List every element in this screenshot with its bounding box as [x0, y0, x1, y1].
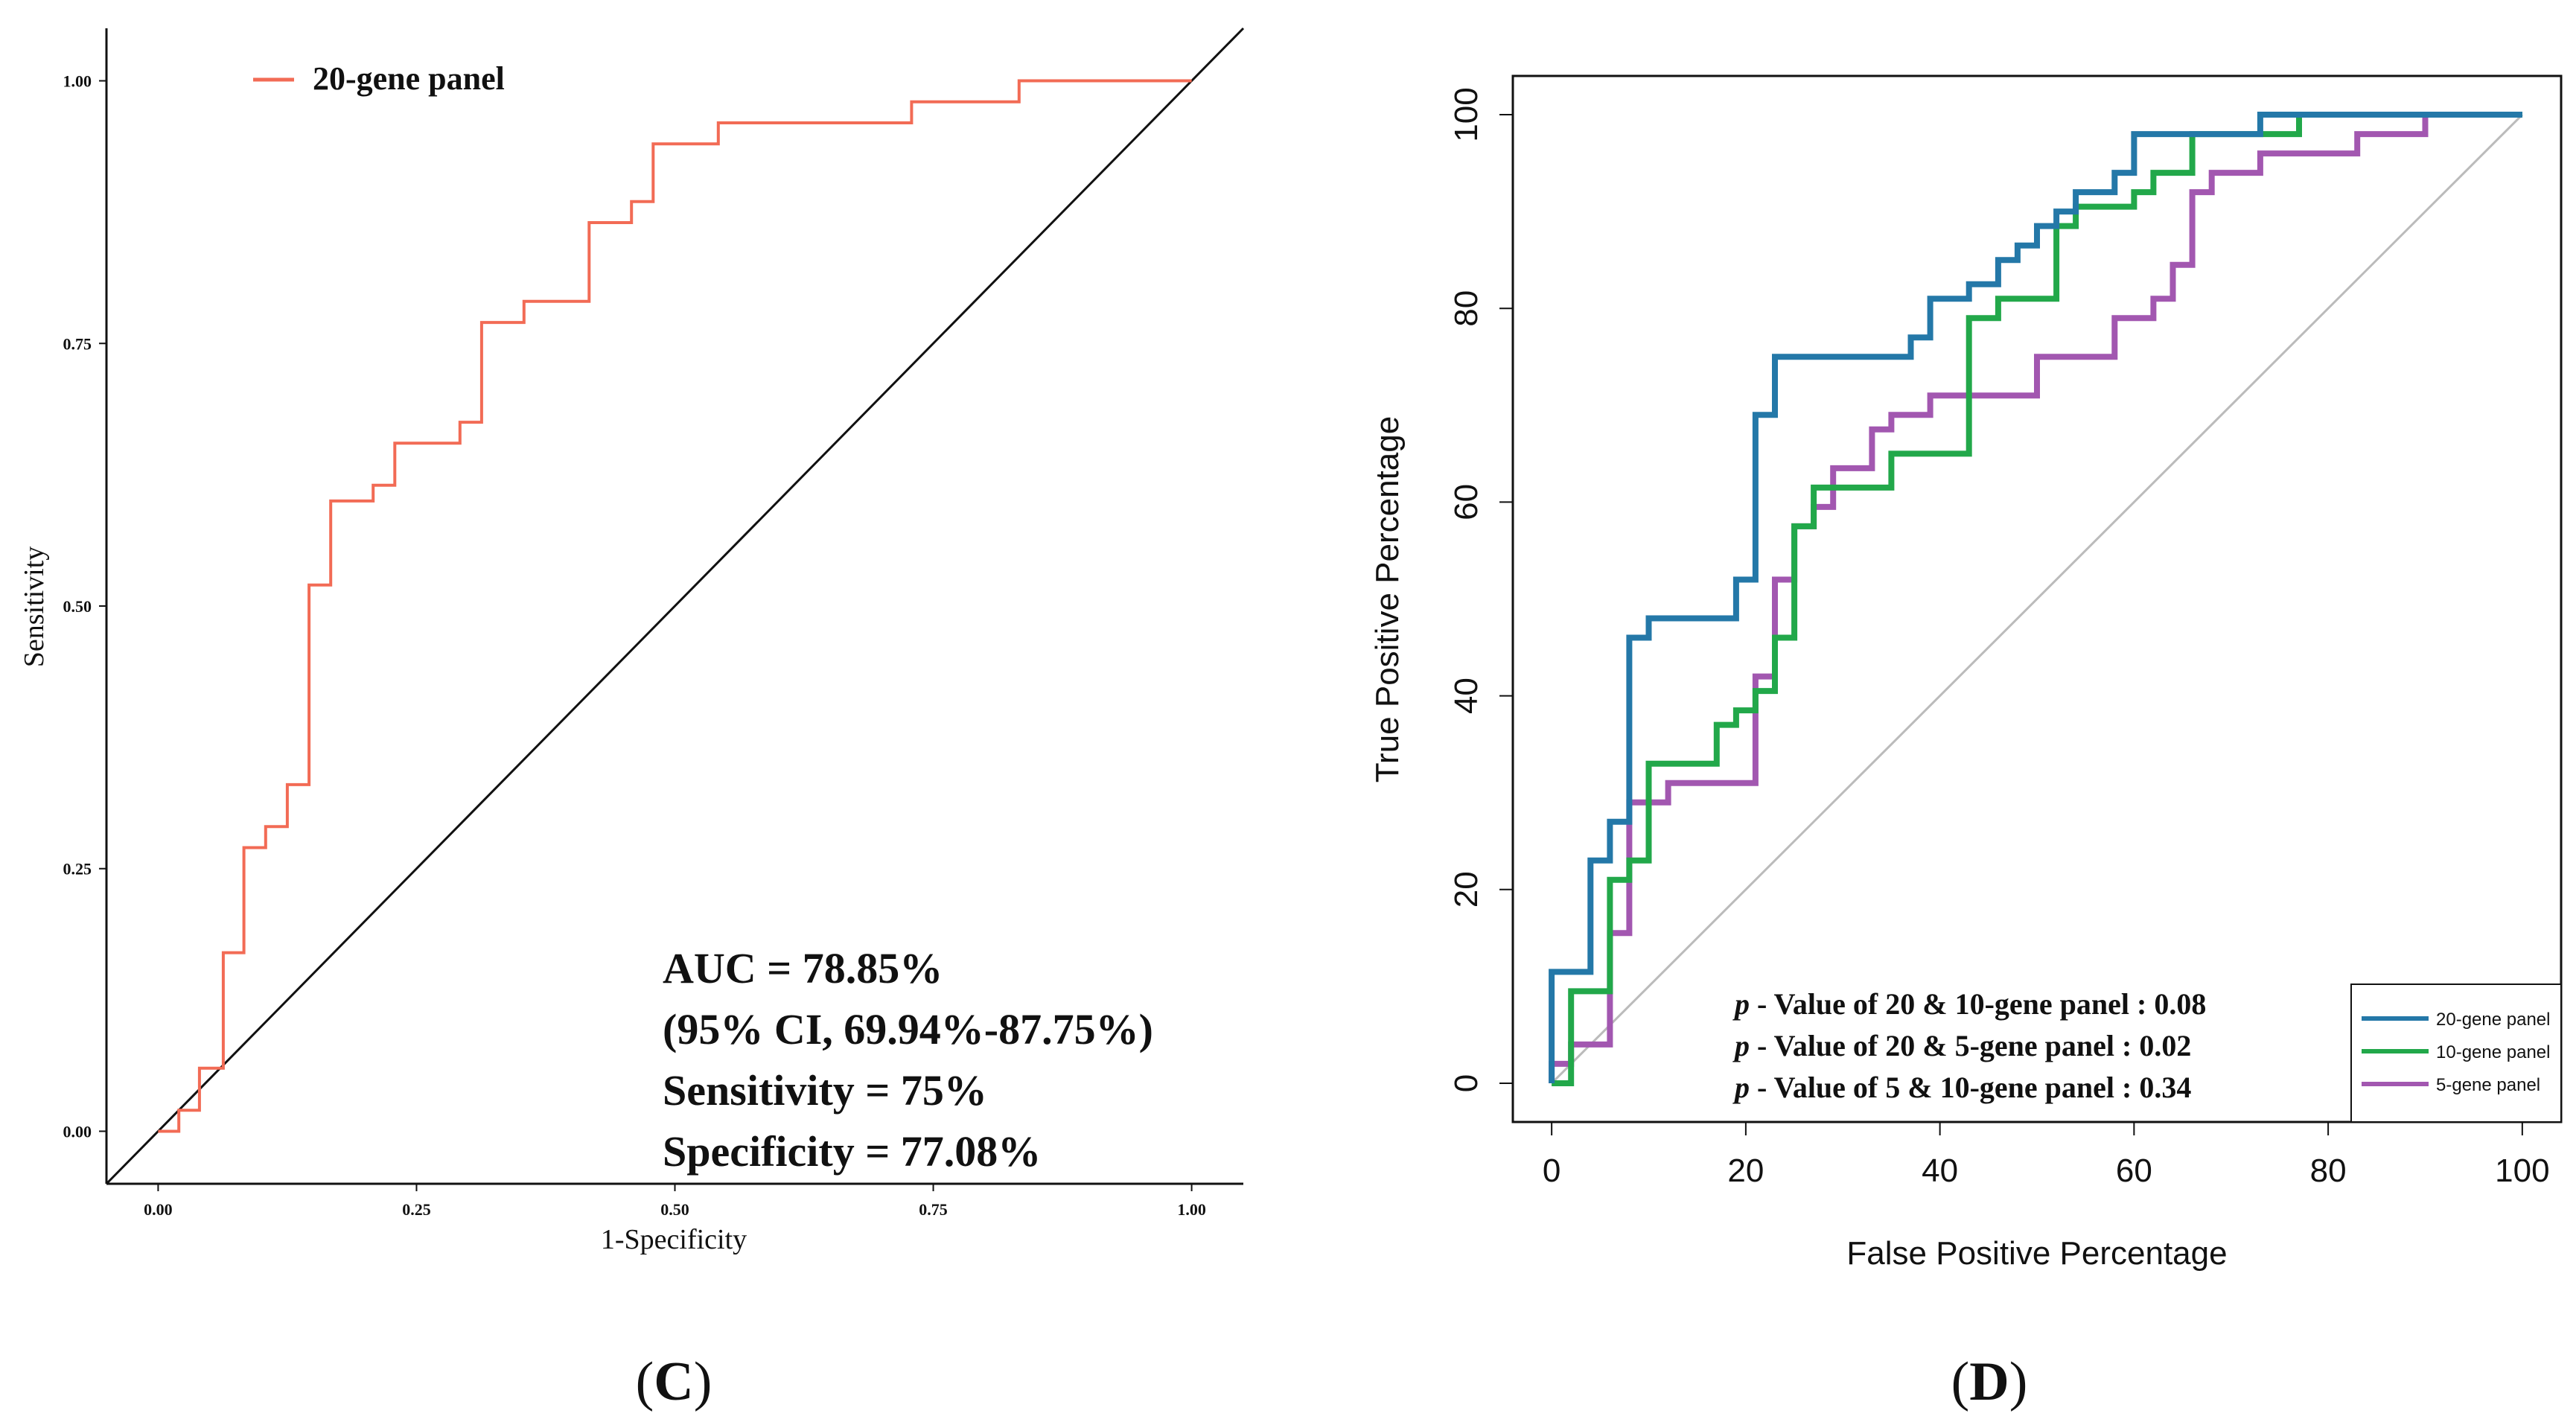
- c-y-tick-label: 0.75: [63, 334, 92, 353]
- c-annotation-sensitivity: Sensitivity = 75%: [663, 1066, 987, 1115]
- d-panel-label-open: (: [1951, 1351, 1970, 1412]
- c-x-tick-label: 0.75: [919, 1200, 948, 1219]
- d-series-line-10gene: [1552, 112, 2522, 1086]
- c-annotation-specificity: Specificity = 77.08%: [663, 1127, 1041, 1176]
- panel-c-roc-chart: 0.00 0.25 0.50 0.75 1.00 0.00 0.25 0.50 0.75 1.00…: [19, 27, 1245, 1412]
- d-series-line-20gene: [1549, 112, 2522, 1083]
- d-diagonal-line: [1551, 113, 2523, 1085]
- d-legend-label-10gene: 10-gene panel: [2436, 1042, 2550, 1062]
- d-annotation-text: - Value of 20 & 10-gene panel : 0.08: [1750, 987, 2206, 1021]
- d-series-group: [1549, 112, 2522, 1086]
- c-y-tick-label: 0.25: [63, 860, 92, 879]
- d-panel-label: (D): [1951, 1351, 2028, 1412]
- d-annotation-p-italic: p: [1732, 1029, 1750, 1062]
- c-panel-label: (C): [636, 1351, 712, 1412]
- d-x-tick-label: 0: [1543, 1153, 1560, 1189]
- d-y-tick-label: 40: [1448, 678, 1485, 714]
- d-axis-ticks: 0 20 40 60 80 100 0 20 40 60 80 100: [1448, 87, 2550, 1189]
- d-y-tick-label: 60: [1448, 484, 1485, 520]
- d-annotation-pvalue-5-10: p - Value of 5 & 10-gene panel : 0.34: [1732, 1071, 2191, 1104]
- d-annotation-text: - Value of 5 & 10-gene panel : 0.34: [1750, 1071, 2191, 1104]
- d-annotation-pvalue-20-5: p - Value of 20 & 5-gene panel : 0.02: [1732, 1029, 2191, 1062]
- d-annotation-text: - Value of 20 & 5-gene panel : 0.02: [1750, 1029, 2191, 1062]
- c-legend: 20-gene panel: [253, 60, 505, 97]
- d-y-tick-label: 100: [1448, 87, 1485, 141]
- d-annotation-p-italic: p: [1732, 987, 1750, 1021]
- c-x-tick-label: 0.25: [402, 1200, 431, 1219]
- c-annotations: AUC = 78.85% (95% CI, 69.94%-87.75%) Sen…: [663, 944, 1153, 1176]
- d-panel-label-close: ): [2009, 1351, 2028, 1412]
- d-legend: 20-gene panel 10-gene panel 5-gene panel: [2350, 984, 2562, 1123]
- c-x-axis-label: 1-Specificity: [601, 1224, 747, 1255]
- c-x-tick-label: 0.00: [144, 1200, 173, 1219]
- c-diagonal-line: [105, 27, 1245, 1185]
- c-y-tick-label: 1.00: [63, 72, 92, 91]
- d-legend-label-20gene: 20-gene panel: [2436, 1010, 2550, 1030]
- c-axis-ticks: 0.00 0.25 0.50 0.75 1.00 0.00 0.25 0.50 0.75 1.00: [63, 72, 1206, 1219]
- d-annotation-p-italic: p: [1732, 1071, 1750, 1104]
- c-legend-label-20gene: 20-gene panel: [313, 60, 505, 97]
- d-reference-diagonal: [1551, 113, 2523, 1085]
- d-y-tick-label: 80: [1448, 290, 1485, 327]
- d-y-tick-label: 20: [1448, 871, 1485, 908]
- d-x-axis-label: False Positive Percentage: [1846, 1235, 2227, 1272]
- c-series-group: [158, 79, 1192, 1133]
- c-x-tick-label: 0.50: [660, 1200, 689, 1219]
- d-legend-label-5gene: 5-gene panel: [2436, 1075, 2540, 1095]
- c-panel-label-open: (: [636, 1351, 654, 1412]
- c-y-tick-label: 0.00: [63, 1122, 92, 1141]
- d-y-axis-label: True Positive Percentage: [1369, 416, 1406, 782]
- d-x-tick-label: 40: [1922, 1153, 1958, 1189]
- c-annotation-auc: AUC = 78.85%: [663, 944, 943, 992]
- d-panel-label-letter: D: [1969, 1351, 2009, 1412]
- panel-d-roc-chart: 0 20 40 60 80 100 0 20 40 60 80 100 p - Value of 20…: [1369, 74, 2563, 1412]
- c-x-tick-label: 1.00: [1177, 1200, 1206, 1219]
- d-y-tick-label: 0: [1448, 1074, 1485, 1092]
- d-x-tick-label: 20: [1727, 1153, 1764, 1189]
- d-x-tick-label: 80: [2310, 1153, 2347, 1189]
- d-series-line-5gene: [1549, 112, 2522, 1083]
- d-annotation-pvalue-20-10: p - Value of 20 & 10-gene panel : 0.08: [1732, 987, 2206, 1021]
- d-x-tick-label: 60: [2116, 1153, 2152, 1189]
- c-panel-label-close: ): [694, 1351, 712, 1412]
- d-annotations: p - Value of 20 & 10-gene panel : 0.08 p…: [1732, 987, 2206, 1104]
- c-panel-label-letter: C: [654, 1351, 693, 1412]
- c-reference-diagonal: [105, 27, 1245, 1185]
- c-y-tick-label: 0.50: [63, 597, 92, 616]
- d-plot-frame: [1511, 74, 2563, 1123]
- c-y-axis-label: Sensitivity: [19, 546, 50, 668]
- d-x-tick-label: 100: [2495, 1153, 2549, 1189]
- c-series-line-20gene: [158, 79, 1192, 1133]
- c-annotation-ci: (95% CI, 69.94%-87.75%): [663, 1005, 1153, 1053]
